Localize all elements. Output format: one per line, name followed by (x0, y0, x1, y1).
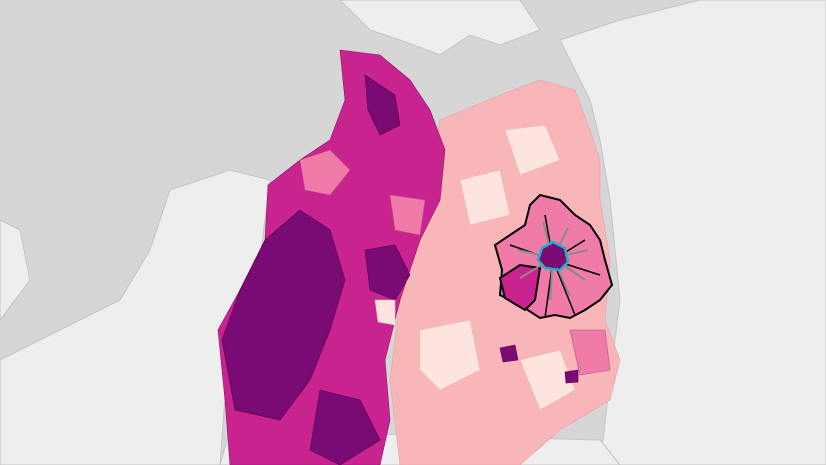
district-dark-south[interactable] (309, 389, 381, 465)
district-east-dark-1[interactable] (499, 344, 519, 363)
district-east-dark-2[interactable] (564, 369, 579, 384)
district-east-mid-1[interactable] (569, 329, 611, 376)
land-northeast (559, 0, 826, 465)
city-center[interactable] (536, 240, 570, 272)
district-cluster-dark[interactable] (498, 263, 542, 312)
district-light-1[interactable] (374, 299, 396, 326)
land-north-islands (339, 0, 541, 56)
district-dark-west[interactable] (221, 209, 346, 421)
district-east-light-3[interactable] (419, 319, 481, 391)
district-east-light-4[interactable] (519, 349, 576, 411)
district-mid-2[interactable] (389, 194, 426, 236)
district-east-light-1[interactable] (459, 169, 511, 226)
district-east-light-2[interactable] (504, 124, 561, 176)
cluster-east[interactable] (493, 193, 614, 320)
district-dark-center[interactable] (364, 244, 411, 301)
land-left-edge (0, 219, 31, 321)
district-dark-north[interactable] (364, 74, 401, 136)
cluster-inner-boundaries (509, 214, 601, 319)
district-mid-1[interactable] (299, 149, 351, 196)
